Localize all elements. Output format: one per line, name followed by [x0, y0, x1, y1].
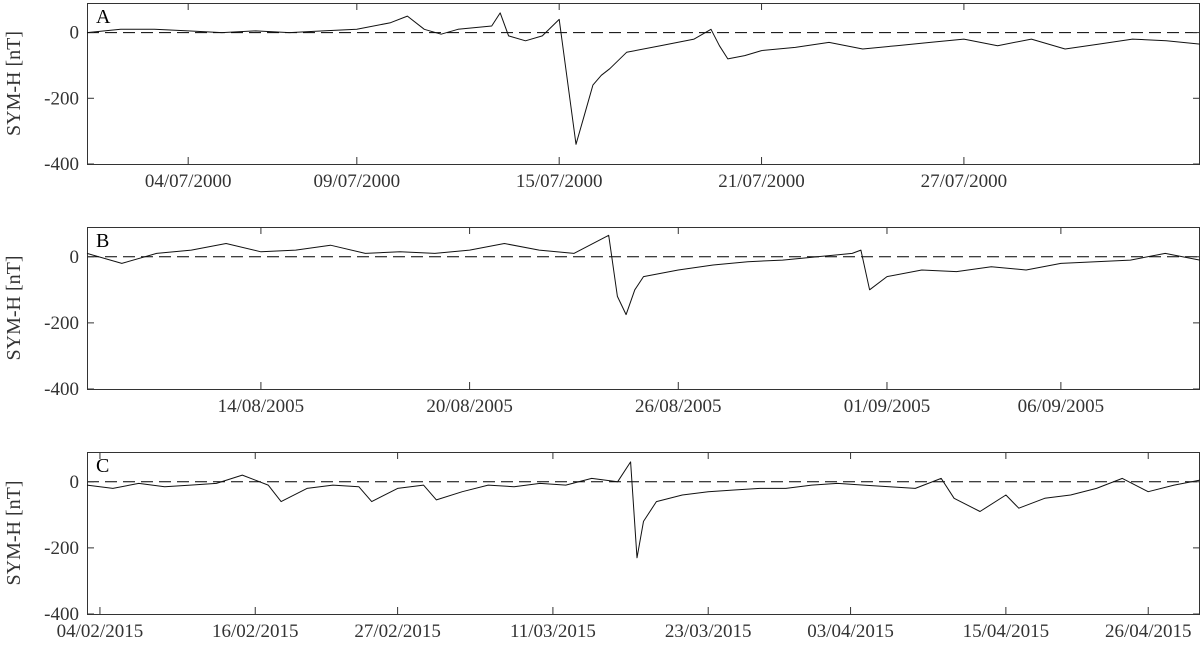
- y-tick-label: -200: [44, 313, 79, 334]
- x-tick-label: 04/02/2015: [57, 621, 144, 642]
- y-tick-label: -200: [44, 88, 79, 109]
- symh-series-line: [86, 12, 1200, 145]
- x-tick-label: 04/07/2000: [145, 171, 232, 192]
- plot-frame: [87, 227, 1200, 390]
- x-tick-label: 16/02/2015: [212, 621, 299, 642]
- x-tick-label: 14/08/2005: [218, 396, 305, 417]
- x-tick-label: 20/08/2005: [426, 396, 513, 417]
- x-tick-label: 23/03/2015: [665, 621, 752, 642]
- panel-letter: C: [96, 455, 109, 477]
- y-axis-label: SYM-H [nT]: [3, 256, 25, 361]
- x-tick-label: 11/03/2015: [510, 621, 596, 642]
- symh-series-line: [86, 234, 1200, 316]
- x-tick-label: 01/09/2005: [844, 396, 931, 417]
- y-tick-label: 0: [70, 23, 80, 44]
- x-tick-label: 21/07/2000: [718, 171, 805, 192]
- y-tick-label: -400: [44, 604, 79, 625]
- x-tick-label: 15/04/2015: [963, 621, 1050, 642]
- y-axis-label: SYM-H [nT]: [3, 31, 25, 136]
- panel-b: 0 -200 -400 14/08/2005 20/08/2005 26/08/2005 0…: [3, 227, 1200, 417]
- y-tick-label: -400: [44, 154, 79, 175]
- x-tick-label: 09/07/2000: [314, 171, 401, 192]
- y-tick-label: 0: [70, 247, 80, 268]
- y-tick-label: 0: [70, 472, 80, 493]
- x-tick-label: 27/02/2015: [354, 621, 441, 642]
- y-tick-label: -200: [44, 538, 79, 559]
- plot-frame: [87, 452, 1200, 615]
- x-tick-label: 26/08/2005: [635, 396, 722, 417]
- x-tick-label: 26/04/2015: [1105, 621, 1192, 642]
- x-tick-label: 27/07/2000: [921, 171, 1008, 192]
- x-tick-label: 03/04/2015: [807, 621, 894, 642]
- plot-frame: [87, 3, 1200, 165]
- panel-letter: B: [96, 230, 109, 252]
- x-tick-label: 06/09/2005: [1018, 396, 1105, 417]
- y-tick-label: -400: [44, 379, 79, 400]
- panel-letter: A: [96, 6, 111, 28]
- panel-a: 0 -200 -400 04/07/2000 09/07/2000 15/07/2000 2…: [3, 3, 1200, 192]
- y-axis-label: SYM-H [nT]: [3, 481, 25, 586]
- x-tick-label: 15/07/2000: [516, 171, 603, 192]
- symh-series-line: [86, 461, 1200, 559]
